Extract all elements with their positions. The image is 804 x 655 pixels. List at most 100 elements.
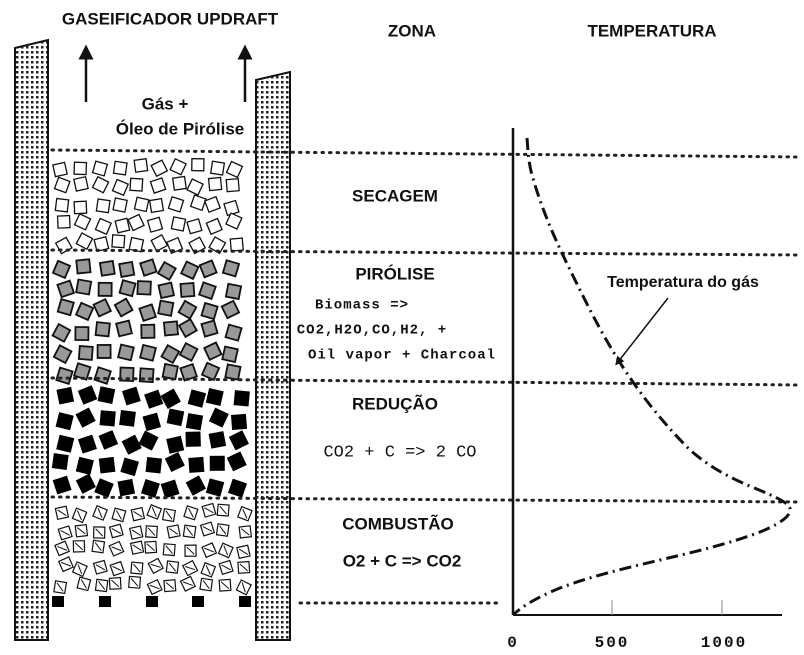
particle [97, 508, 103, 518]
particle [73, 176, 89, 192]
particle [167, 195, 185, 213]
particle [150, 563, 161, 568]
particle [112, 565, 123, 572]
particle [241, 582, 246, 593]
particle [130, 578, 139, 587]
particle [169, 528, 179, 535]
particle [56, 279, 76, 299]
particle [133, 196, 150, 213]
particle [148, 197, 165, 214]
particle [170, 216, 187, 232]
particle [121, 386, 141, 406]
particle [140, 323, 156, 339]
particle [91, 175, 110, 194]
particle [145, 457, 163, 474]
particle [207, 176, 223, 192]
particle [168, 562, 177, 572]
particle [77, 564, 83, 575]
reaction: O2 + C => CO2 [343, 551, 462, 570]
particle [94, 217, 113, 236]
particle [94, 542, 102, 551]
particle [133, 157, 149, 173]
particle [185, 475, 207, 496]
left-wall [14, 38, 49, 641]
particle [77, 385, 98, 405]
particle [92, 297, 113, 318]
particle [225, 178, 240, 193]
particle [52, 596, 64, 607]
particle [150, 233, 169, 252]
particle [127, 213, 145, 232]
particle [165, 236, 184, 255]
particle [138, 430, 159, 451]
particle [204, 507, 214, 514]
particle [117, 343, 135, 362]
particle [95, 528, 104, 537]
particle [111, 546, 122, 552]
particle [115, 319, 133, 338]
particle [77, 510, 82, 521]
particle [205, 217, 223, 236]
reaction: CO2,H2O,CO,H2, + [297, 323, 447, 339]
particle [186, 526, 194, 536]
particle [150, 159, 169, 178]
particle [205, 388, 224, 406]
particle [161, 362, 179, 381]
particle [182, 581, 193, 586]
particle [77, 345, 94, 361]
particle [178, 341, 199, 362]
particle [91, 160, 109, 177]
particle [77, 434, 97, 454]
particle [189, 194, 207, 212]
particle [202, 580, 210, 590]
particle [51, 259, 72, 280]
curve-pointer [615, 297, 669, 366]
particle [95, 198, 111, 214]
particle [51, 453, 69, 471]
particle [229, 237, 244, 252]
particle [200, 301, 219, 321]
temperature-curve [511, 137, 792, 617]
particle [149, 584, 160, 590]
particle [239, 563, 249, 572]
particle [198, 281, 217, 301]
particle [133, 510, 143, 518]
particle [239, 596, 251, 607]
particle [98, 259, 116, 277]
particle [146, 543, 155, 552]
particle [75, 473, 96, 494]
particle [171, 175, 187, 191]
particle [139, 258, 158, 277]
particle [74, 301, 95, 322]
particle [119, 409, 136, 427]
particle [56, 386, 75, 405]
particle [51, 322, 72, 343]
particle [55, 412, 74, 431]
particle [188, 456, 205, 473]
temperature-header: TEMPERATURA [587, 21, 716, 40]
particle [225, 212, 243, 230]
particle [188, 236, 207, 255]
particle [74, 326, 90, 342]
particle [191, 157, 205, 172]
particle [179, 282, 196, 298]
particle [165, 545, 173, 554]
particle [117, 478, 136, 497]
particles [51, 157, 253, 607]
zone-boundary [50, 376, 802, 387]
particle [57, 509, 67, 516]
particle [165, 581, 175, 590]
particle [140, 479, 160, 498]
particle [94, 478, 114, 498]
particle [186, 218, 203, 235]
particle [80, 579, 87, 589]
particle [111, 234, 126, 249]
curve-label: Temperatura do gás [607, 274, 759, 291]
particle [112, 197, 128, 213]
particle [230, 413, 248, 431]
particle [99, 596, 111, 607]
particle [160, 343, 181, 365]
particle [75, 278, 93, 296]
reaction: Oil vapor + Charcoal [308, 348, 496, 364]
